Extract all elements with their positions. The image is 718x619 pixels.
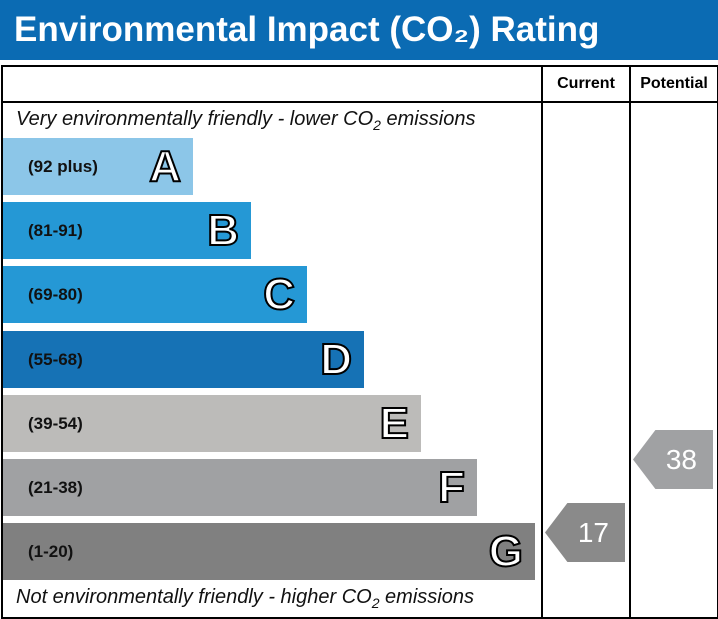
current-column-header: Current xyxy=(557,75,615,92)
band-letter: C xyxy=(262,269,296,320)
band-letter: B xyxy=(206,205,240,256)
potential-column-header: Potential xyxy=(640,75,708,92)
band-letter: G xyxy=(488,526,524,577)
band-bar-g: (1-20) G xyxy=(3,523,535,580)
band-range: (1-20) xyxy=(28,542,74,561)
chart-title: Environmental Impact (CO₂) Rating xyxy=(0,0,718,60)
band-range: (69-80) xyxy=(28,285,83,304)
band-bar-e: (39-54) E xyxy=(3,395,421,452)
band-range: (81-91) xyxy=(28,221,83,240)
band-letter: D xyxy=(319,334,353,385)
column-divider xyxy=(629,65,631,617)
band-bar-d: (55-68) D xyxy=(3,331,364,388)
band-range: (55-68) xyxy=(28,350,83,369)
header-divider xyxy=(1,101,717,103)
band-range: (39-54) xyxy=(28,414,83,433)
band-letter: E xyxy=(379,398,410,449)
band-bar-a: (92 plus) A xyxy=(3,138,193,195)
band-bar-c: (69-80) C xyxy=(3,266,307,323)
band-range: (92 plus) xyxy=(28,157,98,176)
band-range: (21-38) xyxy=(28,478,83,497)
top-note: Very environmentally friendly - lower CO… xyxy=(16,108,476,133)
bottom-note: Not environmentally friendly - higher CO… xyxy=(16,586,474,611)
band-letter: A xyxy=(148,141,182,192)
band-bar-f: (21-38) F xyxy=(3,459,477,516)
column-divider xyxy=(541,65,543,617)
band-bar-b: (81-91) B xyxy=(3,202,251,259)
band-letter: F xyxy=(437,462,466,513)
